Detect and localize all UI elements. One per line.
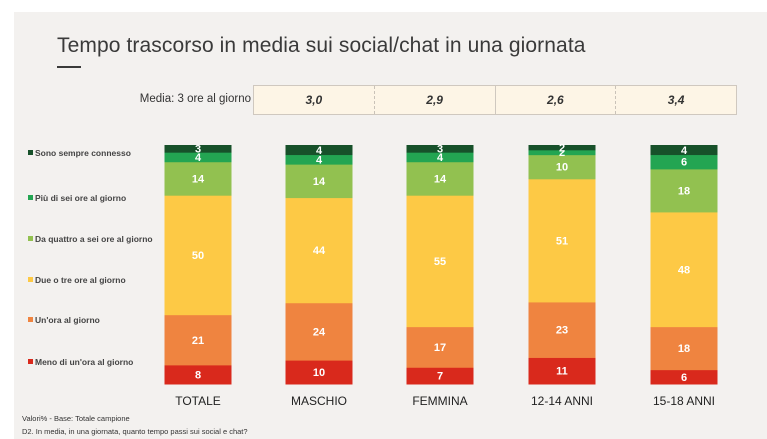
data-label: 23 — [556, 325, 568, 337]
data-label: 44 — [313, 245, 326, 257]
legend-label: Da quattro a sei ore al giorno — [35, 234, 153, 244]
data-label: 48 — [678, 264, 690, 276]
footnote-question: D2. In media, in una giornata, quanto te… — [22, 427, 248, 436]
data-label: 4 — [316, 145, 323, 157]
data-label: 4 — [681, 145, 688, 157]
data-label: 21 — [192, 335, 204, 347]
bar-segment-femmina-due-o-tre-ore-al-giorno — [406, 195, 474, 328]
data-label: 24 — [313, 326, 326, 338]
data-label: 10 — [556, 162, 568, 174]
bar-segment-femmina-da-quattro-a-sei-ore-al-giorno — [406, 161, 474, 196]
bar-totale: 8 21 50 14 43 — [164, 144, 232, 385]
data-label: 18 — [678, 185, 690, 197]
bar-segment-15-18-anni-due-o-tre-ore-al-giorno — [650, 211, 718, 328]
bar-segment-totale-da-quattro-a-sei-ore-al-giorno — [164, 161, 232, 196]
category-label: 15-18 ANNI — [653, 394, 715, 408]
bar-segment-15-18-anni-da-quattro-a-sei-ore-al-giorno — [650, 168, 718, 213]
category-label: FEMMINA — [412, 394, 467, 408]
data-label: 14 — [434, 173, 447, 185]
legend-label: Sono sempre connesso — [35, 148, 131, 158]
data-label: 51 — [556, 235, 568, 247]
data-label: 6 — [681, 157, 687, 169]
bar-segment-12-14-anni-un-ora-al-giorno — [528, 301, 596, 358]
average-value-15-18: 3,4 — [615, 86, 736, 114]
average-label: Media: 3 ore al giorno — [139, 93, 251, 105]
bar-segment-maschio-un-ora-al-giorno — [285, 302, 353, 361]
bar-segment-maschio-da-quattro-a-sei-ore-al-giorno — [285, 164, 353, 199]
category-label: MASCHIO — [291, 394, 347, 408]
legend-label: Meno di un'ora al giorno — [35, 357, 134, 367]
legend-swatch — [28, 359, 33, 364]
data-label: 3 — [195, 144, 201, 156]
average-value-maschio: 2,9 — [373, 86, 495, 114]
bar-segment-femmina-meno-di-un-ora-al-giorno — [406, 367, 474, 385]
bar-segment-12-14-anni-pi-di-sei-ore-al-giorno — [528, 149, 596, 156]
bar-segment-15-18-anni-pi-di-sei-ore-al-giorno — [650, 154, 718, 170]
bar-segment-12-14-anni-due-o-tre-ore-al-giorno — [528, 178, 596, 303]
bar-segment-totale-un-ora-al-giorno — [164, 314, 232, 366]
data-label: 4 — [437, 152, 444, 164]
data-label: 11 — [556, 366, 568, 378]
bar-segment-maschio-sono-sempre-connesso — [285, 145, 353, 156]
legend-swatch — [28, 150, 33, 155]
bar-segment-15-18-anni-meno-di-un-ora-al-giorno — [650, 369, 718, 385]
bar-segment-totale-sono-sempre-connesso — [164, 145, 232, 153]
category-label: TOTALE — [175, 394, 221, 408]
category-label: 12-14 ANNI — [531, 394, 593, 408]
bar-segment-15-18-anni-sono-sempre-connesso — [650, 145, 718, 156]
data-label: 17 — [434, 342, 446, 354]
bar-segment-12-14-anni-sono-sempre-connesso — [528, 145, 596, 151]
chart-title: Tempo trascorso in media sui social/chat… — [57, 34, 586, 57]
slide-background — [14, 12, 767, 439]
data-label: 4 — [195, 152, 202, 164]
average-value-12-14: 2,6 — [494, 86, 616, 114]
data-label: 14 — [192, 173, 205, 185]
data-label: 4 — [316, 154, 323, 166]
data-label: 3 — [437, 144, 443, 156]
bar-segment-maschio-due-o-tre-ore-al-giorno — [285, 197, 353, 304]
bar-segment-totale-pi-di-sei-ore-al-giorno — [164, 152, 232, 163]
bar-segment-12-14-anni-da-quattro-a-sei-ore-al-giorno — [528, 154, 596, 180]
bar-12-14-anni: 11 23 51 10 22 — [528, 142, 596, 385]
bar-segment-12-14-anni-meno-di-un-ora-al-giorno — [528, 357, 596, 385]
legend-swatch — [28, 317, 33, 322]
legend-label: Un'ora al giorno — [35, 315, 100, 325]
bar-segment-totale-meno-di-un-ora-al-giorno — [164, 364, 232, 385]
data-label: 6 — [681, 372, 687, 384]
data-label: 2 — [559, 142, 565, 154]
data-label: 55 — [434, 256, 446, 268]
title-underline — [57, 66, 81, 68]
data-label: 10 — [313, 367, 325, 379]
data-label: 8 — [195, 369, 201, 381]
bar-segment-maschio-pi-di-sei-ore-al-giorno — [285, 154, 353, 165]
bar-femmina: 7 17 55 14 43 — [406, 144, 474, 385]
bar-segment-15-18-anni-un-ora-al-giorno — [650, 326, 718, 371]
bar-segment-femmina-pi-di-sei-ore-al-giorno — [406, 152, 474, 163]
legend-swatch — [28, 277, 33, 282]
bar-segment-femmina-un-ora-al-giorno — [406, 326, 474, 368]
data-label: 50 — [192, 250, 204, 262]
legend-label: Due o tre ore al giorno — [35, 275, 126, 285]
average-values-table: 3,0 2,9 2,6 3,4 — [253, 85, 737, 115]
legend-label: Più di sei ore al giorno — [35, 193, 127, 203]
bar-maschio: 10 24 44 14 44 — [285, 145, 353, 385]
data-label: 2 — [559, 147, 565, 159]
data-label: 18 — [678, 343, 690, 355]
footnote-base: Valori% - Base: Totale campione — [22, 414, 130, 423]
legend-swatch — [28, 236, 33, 241]
average-value-totale: 3,0 — [305, 93, 323, 107]
data-label: 14 — [313, 176, 326, 188]
bar-segment-totale-due-o-tre-ore-al-giorno — [164, 195, 232, 316]
data-label: 7 — [437, 371, 443, 383]
legend-swatch — [28, 195, 33, 200]
bar-segment-femmina-sono-sempre-connesso — [406, 145, 474, 153]
bar-segment-maschio-meno-di-un-ora-al-giorno — [285, 360, 353, 385]
